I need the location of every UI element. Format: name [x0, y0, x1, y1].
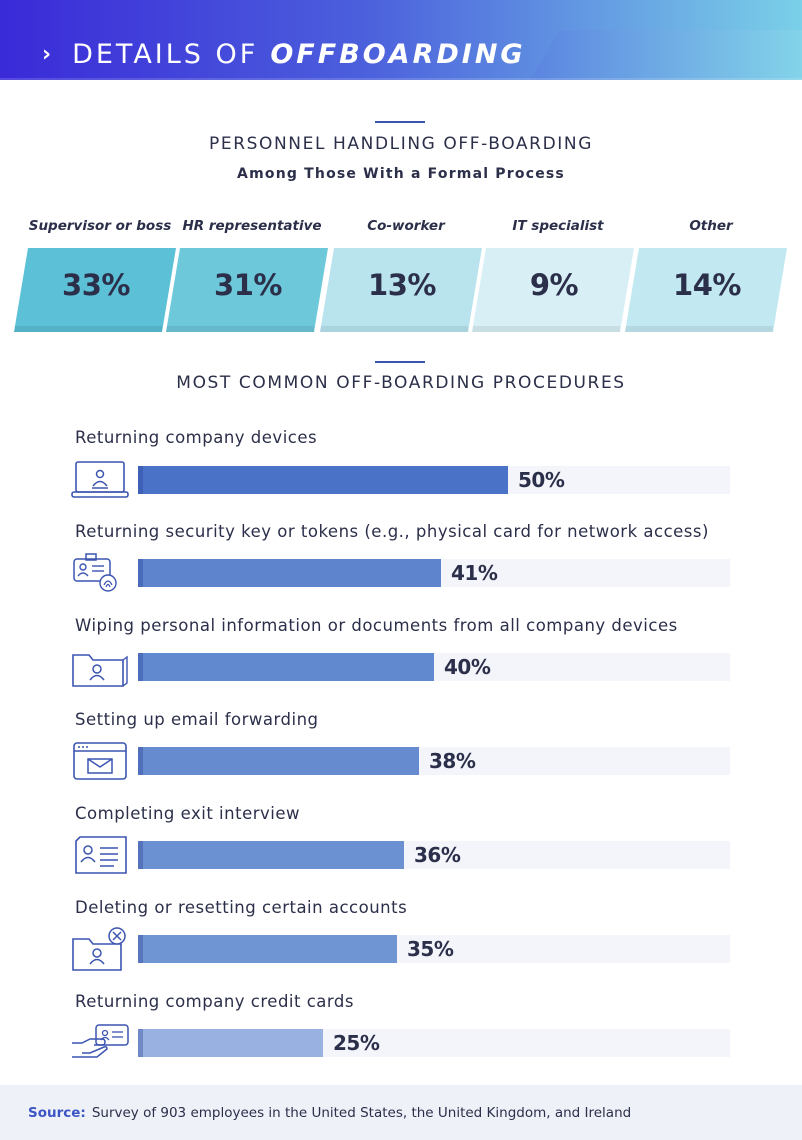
- title-light: DETAILS OF: [72, 38, 259, 70]
- procedure-label: Returning company devices: [75, 428, 318, 447]
- procedure-label: Deleting or resetting certain accounts: [75, 898, 408, 917]
- procedure-bar: [138, 935, 397, 963]
- folder-user-icon: [70, 645, 130, 689]
- section-rule-2: [375, 361, 425, 363]
- personnel-bar-shadow: [472, 326, 620, 332]
- personnel-value-label: 31%: [214, 268, 282, 302]
- procedure-value-label: 50%: [518, 468, 565, 492]
- procedure-bar: [138, 466, 508, 494]
- procedure-track: 41%: [138, 559, 730, 587]
- procedure-value-label: 25%: [333, 1031, 380, 1055]
- procedure-bar: [138, 653, 434, 681]
- procedure-bar-cap: [138, 466, 143, 494]
- personnel-shapes: [14, 248, 787, 332]
- header-background: [0, 0, 802, 80]
- id-card-icon: [70, 833, 130, 877]
- personnel-category-label: IT specialist: [512, 218, 604, 234]
- personnel-bar: [472, 248, 634, 332]
- procedure-track: 36%: [138, 841, 730, 869]
- procedure-value-label: 41%: [451, 561, 498, 585]
- procedure-track: 35%: [138, 935, 730, 963]
- personnel-value-label: 13%: [368, 268, 436, 302]
- personnel-category-label: Co-worker: [367, 218, 445, 234]
- procedure-bar: [138, 747, 419, 775]
- procedure-track: 25%: [138, 1029, 730, 1057]
- procedure-bar-cap: [138, 1029, 143, 1057]
- procedure-track: 38%: [138, 747, 730, 775]
- personnel-bar: [625, 248, 787, 332]
- procedure-label: Setting up email forwarding: [75, 710, 319, 729]
- id-badge-fingerprint-icon: [70, 551, 130, 595]
- personnel-subtitle: Among Those With a Formal Process: [237, 166, 565, 182]
- source-note: Source: Survey of 903 employees in the Un…: [28, 1105, 631, 1121]
- procedure-bar-cap: [138, 841, 143, 869]
- procedure-bar: [138, 559, 441, 587]
- personnel-category-label: HR representative: [182, 218, 322, 234]
- personnel-bar: [166, 248, 328, 332]
- email-window-icon: [70, 739, 130, 783]
- personnel-value-label: 14%: [673, 268, 741, 302]
- personnel-value-label: 33%: [62, 268, 130, 302]
- hand-credit-card-icon: [70, 1021, 130, 1065]
- procedure-value-label: 35%: [407, 937, 454, 961]
- personnel-bar-shadow: [625, 326, 773, 332]
- procedure-label: Completing exit interview: [75, 804, 300, 823]
- procedure-bar-cap: [138, 559, 143, 587]
- procedure-bar-cap: [138, 653, 143, 681]
- source-text: Survey of 903 employees in the United St…: [91, 1105, 632, 1121]
- procedure-bar: [138, 841, 404, 869]
- personnel-value-label: 9%: [529, 268, 579, 302]
- personnel-bar: [14, 248, 176, 332]
- procedures-title: MOST COMMON OFF-BOARDING PROCEDURES: [176, 373, 626, 393]
- procedure-label: Returning security key or tokens (e.g., …: [75, 522, 709, 541]
- personnel-category-label: Other: [689, 218, 733, 234]
- procedure-bar-cap: [138, 747, 143, 775]
- laptop-icon: [70, 458, 130, 502]
- personnel-title: PERSONNEL HANDLING OFF-BOARDING: [209, 134, 593, 154]
- personnel-bar-shadow: [14, 326, 162, 332]
- section-rule-1: [375, 121, 425, 123]
- personnel-bar: [320, 248, 482, 332]
- title-bold: OFFBOARDING: [270, 38, 526, 70]
- personnel-bar-shadow: [166, 326, 314, 332]
- procedure-label: Wiping personal information or documents…: [75, 616, 678, 635]
- procedure-track: 50%: [138, 466, 730, 494]
- folder-user-delete-icon: [70, 927, 130, 971]
- procedure-value-label: 36%: [414, 843, 461, 867]
- header-banner: › DETAILS OF OFFBOARDING: [0, 0, 802, 80]
- procedure-value-label: 40%: [444, 655, 491, 679]
- page-title: › DETAILS OF OFFBOARDING: [42, 34, 526, 74]
- personnel-bar-shadow: [320, 326, 468, 332]
- footer: Source: Survey of 903 employees in the Un…: [0, 1085, 802, 1140]
- chevron-right-icon: ›: [42, 41, 55, 67]
- procedure-label: Returning company credit cards: [75, 992, 354, 1011]
- personnel-category-label: Supervisor or boss: [28, 218, 172, 234]
- procedure-track: 40%: [138, 653, 730, 681]
- procedure-bar-cap: [138, 935, 143, 963]
- source-label: Source:: [28, 1105, 86, 1121]
- procedure-value-label: 38%: [429, 749, 476, 773]
- procedure-bar: [138, 1029, 323, 1057]
